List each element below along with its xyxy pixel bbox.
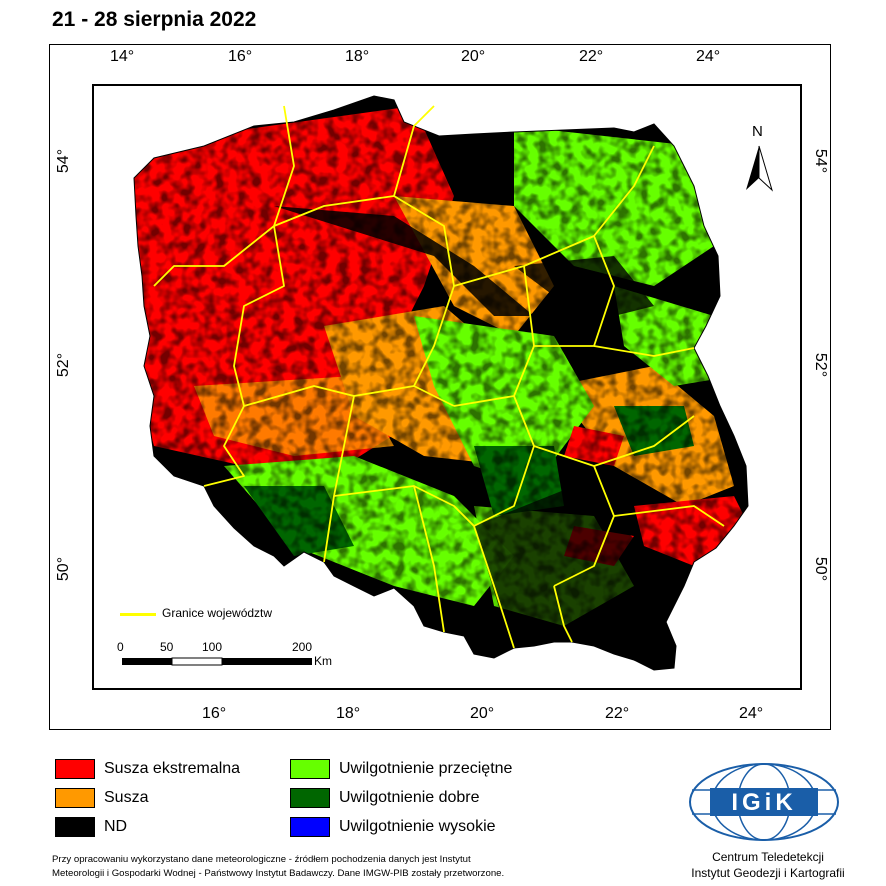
map-title: 21 - 28 sierpnia 2022	[52, 8, 257, 31]
legend-label: Uwilgotnienie dobre	[339, 789, 480, 806]
footnote-line-1: Przy opracowaniu wykorzystano dane meteo…	[52, 854, 471, 865]
bottom-tick-16: 16°	[202, 705, 227, 722]
top-tick-18: 18°	[345, 48, 370, 65]
igik-logo: IGiK	[689, 763, 839, 841]
legend-drought: Susza	[55, 788, 148, 808]
legend-swatch	[290, 817, 330, 837]
right-tick-54: 54°	[812, 148, 830, 174]
right-tick-50: 50°	[812, 556, 830, 582]
institution-line-1: Centrum Teledetekcji	[712, 850, 824, 864]
left-tick-52: 52°	[55, 352, 73, 378]
bottom-tick-22: 22°	[605, 705, 630, 722]
institution-line-2: Instytut Geodezji i Kartografii	[691, 866, 845, 880]
top-tick-22: 22°	[579, 48, 604, 65]
institution-caption: Centrum Teledetekcji Instytut Geodezji i…	[680, 849, 856, 881]
drought-map: N	[122, 95, 773, 671]
legend-swatch	[55, 759, 95, 779]
boundary-legend-line	[120, 613, 156, 616]
top-tick-20: 20°	[461, 48, 486, 65]
scale-label-200: 200	[292, 640, 313, 654]
legend-nd: ND	[55, 817, 127, 837]
legend-swatch	[290, 788, 330, 808]
map-frame: N	[92, 84, 802, 690]
legend-swatch	[55, 817, 95, 837]
scale-bar	[122, 657, 312, 666]
legend-label: Susza	[104, 789, 149, 806]
left-tick-50: 50°	[55, 556, 73, 582]
scale-label-0: 0	[117, 640, 124, 654]
map-outer-frame	[49, 44, 831, 730]
legend-label: Uwilgotnienie wysokie	[339, 818, 496, 835]
left-tick-54: 54°	[55, 148, 73, 174]
bottom-tick-20: 20°	[470, 705, 495, 722]
legend-label: Uwilgotnienie przeciętne	[339, 760, 513, 777]
igik-logo-text: IGiK	[731, 789, 796, 816]
bottom-tick-18: 18°	[336, 705, 361, 722]
legend-label: ND	[104, 818, 128, 835]
scale-label-50: 50	[160, 640, 174, 654]
voivodeship-boundaries	[153, 105, 725, 649]
bottom-tick-24: 24°	[739, 705, 764, 722]
legend-high-moisture: Uwilgotnienie wysokie	[290, 817, 496, 837]
top-tick-14: 14°	[110, 48, 135, 65]
drought-raster	[134, 96, 748, 670]
north-arrow-icon	[746, 145, 773, 192]
north-label: N	[752, 123, 763, 140]
scale-unit: Km	[314, 654, 332, 668]
legend-extreme-drought: Susza ekstremalna	[55, 759, 240, 779]
top-tick-16: 16°	[228, 48, 253, 65]
footnote-line-2: Meteorologii i Gospodarki Wodnej - Państ…	[52, 868, 505, 879]
scale-label-100: 100	[202, 640, 223, 654]
legend-label: Susza ekstremalna	[104, 760, 241, 777]
right-tick-52: 52°	[812, 352, 830, 378]
legend-good-moisture: Uwilgotnienie dobre	[290, 788, 480, 808]
legend-average-moisture: Uwilgotnienie przeciętne	[290, 759, 512, 779]
top-tick-24: 24°	[696, 48, 721, 65]
data-source-note: Przy opracowaniu wykorzystano dane meteo…	[52, 853, 504, 881]
legend-swatch	[55, 788, 95, 808]
legend-swatch	[290, 759, 330, 779]
boundary-legend-label: Granice województw	[162, 606, 273, 620]
